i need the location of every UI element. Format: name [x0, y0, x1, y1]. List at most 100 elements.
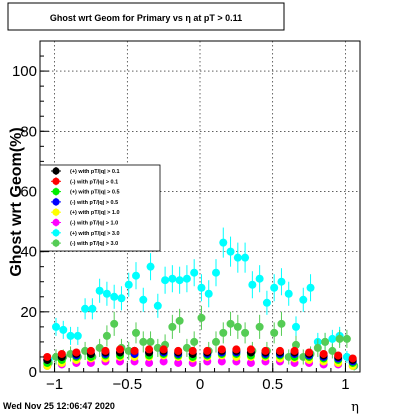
data-point — [197, 283, 206, 292]
data-point — [59, 325, 68, 334]
data-point — [348, 354, 357, 363]
legend-marker — [52, 239, 60, 247]
data-point — [168, 322, 177, 331]
data-point — [255, 274, 264, 283]
data-point — [43, 352, 52, 361]
data-point — [319, 349, 328, 358]
y-tick-label: 60 — [20, 183, 37, 200]
data-point — [73, 331, 82, 340]
legend-marker — [52, 177, 60, 185]
y-tick-label: 0 — [29, 364, 37, 381]
data-point — [248, 280, 257, 289]
data-point — [203, 346, 212, 355]
title-box — [7, 2, 285, 31]
legend-marker — [52, 188, 60, 196]
data-point — [292, 322, 300, 331]
data-point — [95, 286, 104, 295]
data-point — [168, 274, 177, 283]
data-point — [161, 276, 170, 285]
chart-title: Ghost wrt Geom for Primary vs η at pT > … — [50, 13, 242, 23]
data-point — [270, 283, 279, 292]
data-point — [101, 346, 110, 355]
data-point — [110, 319, 119, 328]
legend-marker — [52, 198, 60, 206]
data-point — [262, 298, 271, 307]
data-point — [86, 346, 95, 355]
data-point — [305, 348, 314, 357]
legend-label: (+) with pT/|q| > 0.5 — [70, 190, 120, 196]
data-point — [66, 331, 75, 340]
data-point — [117, 294, 126, 303]
data-point — [124, 280, 133, 289]
legend-label: (-) with pT/|q| > 0.1 — [70, 179, 118, 185]
legend-label: (+) with pT/|q| > 1.0 — [70, 210, 120, 216]
x-axis-label: η — [351, 400, 359, 414]
data-point — [328, 346, 337, 355]
tick-labels: −1 −0.5 0 0.5 1 0 20 40 60 80 100 — [12, 63, 350, 393]
data-point — [217, 357, 226, 366]
data-point — [145, 345, 154, 354]
data-point — [190, 268, 199, 277]
legend-label: (-) with pT/|q| > 3.0 — [70, 241, 118, 247]
y-tick-label: 20 — [20, 304, 37, 321]
data-point — [313, 343, 322, 352]
data-point — [116, 345, 124, 354]
data-point — [212, 268, 220, 277]
data-point — [102, 331, 111, 340]
data-point — [212, 337, 220, 346]
data-point — [321, 337, 330, 346]
data-point — [232, 345, 241, 354]
data-point — [219, 328, 228, 337]
data-point — [233, 253, 242, 262]
y-tick-label: 100 — [12, 63, 37, 80]
data-point — [72, 348, 81, 357]
data-point — [284, 289, 293, 298]
data-point — [146, 262, 155, 271]
legend-box — [39, 164, 161, 252]
legend-label: (+) with pT/|q| > 0.1 — [70, 169, 120, 175]
data-point — [132, 271, 140, 280]
data-point — [335, 334, 344, 343]
series-1 — [43, 345, 357, 363]
data-point — [190, 337, 199, 346]
data-point — [290, 346, 299, 355]
data-point — [146, 337, 155, 346]
data-point — [226, 319, 235, 328]
data-point — [110, 292, 119, 301]
x-tick-label: 0 — [196, 376, 204, 393]
data-point — [342, 334, 351, 343]
data-point — [219, 238, 228, 247]
data-point — [204, 289, 213, 298]
data-point — [174, 358, 183, 367]
data-point — [175, 316, 184, 325]
data-point — [197, 313, 206, 322]
y-axis-label: Ghost wrt Geom(%) — [8, 127, 25, 276]
y-tick-label: 80 — [20, 123, 37, 140]
legend-label: (-) with pT/|q| > 1.0 — [70, 221, 118, 227]
data-point — [217, 345, 226, 354]
data-point — [102, 289, 111, 298]
data-point — [270, 328, 279, 337]
data-point — [226, 247, 235, 256]
x-tick-label: −1 — [46, 376, 63, 393]
legend-marker — [52, 229, 60, 237]
data-point — [334, 351, 343, 360]
data-point — [246, 358, 255, 367]
data-point — [174, 346, 183, 355]
data-point — [175, 276, 184, 285]
legend-marker — [52, 208, 60, 216]
data-point — [261, 346, 270, 355]
data-point — [52, 322, 60, 331]
data-point — [139, 337, 148, 346]
data-series — [43, 227, 359, 371]
data-point — [153, 301, 162, 310]
data-point — [145, 358, 154, 367]
legend-marker — [52, 167, 60, 175]
data-point — [299, 295, 308, 304]
data-point — [188, 346, 197, 355]
data-point — [277, 277, 286, 286]
data-point — [132, 328, 140, 337]
legend: (+) with pT/|q| > 0.1 (-) with pT/|q| > 0… — [39, 164, 161, 252]
data-point — [255, 322, 264, 331]
